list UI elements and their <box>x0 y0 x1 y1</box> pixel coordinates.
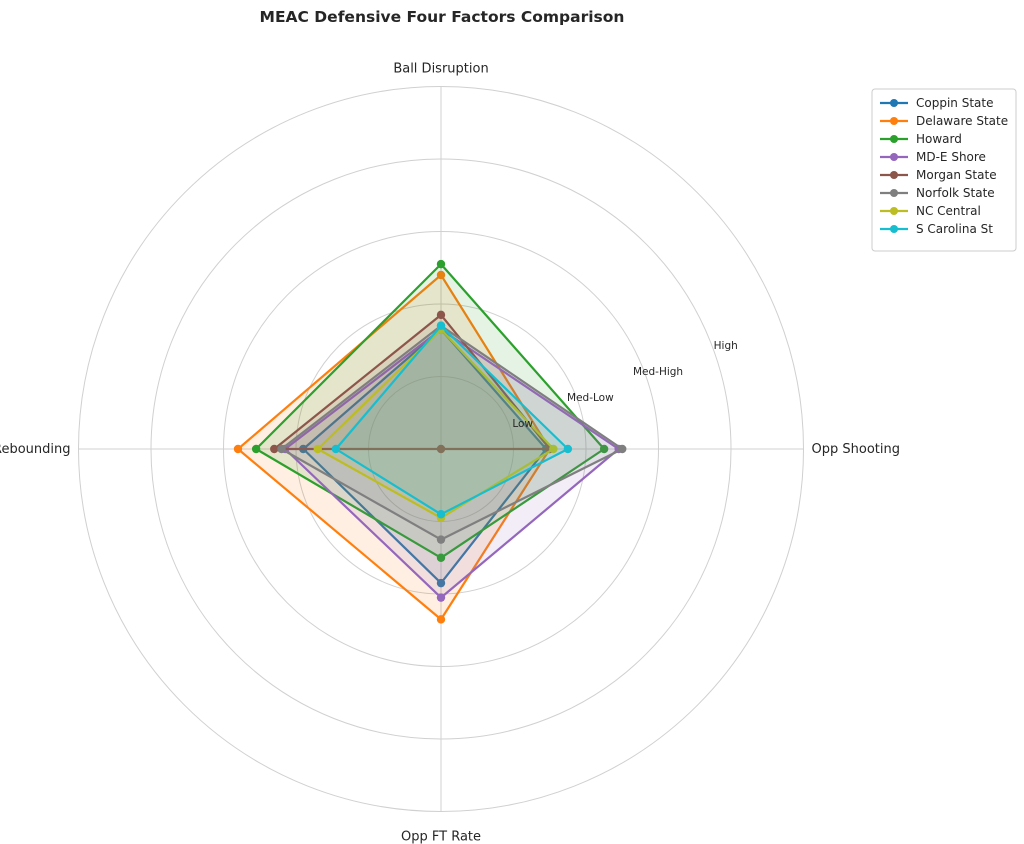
legend-marker-delaware-state <box>890 117 898 125</box>
legend: Coppin State Delaware State Howard MD-E Sho… <box>871 88 1017 252</box>
point-s-carolina-st-def-rebounding <box>331 444 341 454</box>
point-howard-opp-shooting <box>599 444 609 454</box>
axis-label-opp-shooting: Opp Shooting <box>812 442 900 457</box>
legend-marker-nc-central <box>890 207 898 215</box>
legend-label-norfolk-state: Norfolk State <box>916 186 995 200</box>
point-norfolk-state-opp-shooting <box>618 444 627 454</box>
legend-label-delaware-state: Delaware State <box>916 114 1008 128</box>
legend-item-md-e-shore: MD-E Shore <box>880 150 986 164</box>
series-morgan-state <box>270 310 554 454</box>
series-s-carolina-st <box>331 321 573 519</box>
legend-marker-howard <box>890 135 898 143</box>
point-s-carolina-st-ball-disruption <box>436 321 446 330</box>
legend-marker-coppin-state <box>890 99 898 107</box>
legend-label-howard: Howard <box>916 132 962 146</box>
legend-item-morgan-state: Morgan State <box>880 168 997 182</box>
series-fill-norfolk-state <box>281 325 623 540</box>
series-fill-md-e-shore <box>285 329 619 598</box>
legend-marker-morgan-state <box>890 171 898 179</box>
point-howard-ball-disruption <box>436 259 446 269</box>
point-nc-central-opp-shooting <box>549 444 558 454</box>
ring-label-low: Low <box>512 418 533 430</box>
point-norfolk-state-opp-ft-rate <box>436 535 446 544</box>
point-morgan-state-def-rebounding <box>270 444 279 454</box>
legend-item-howard: Howard <box>880 132 962 146</box>
ring-label-med-low: Med-Low <box>567 392 614 404</box>
ring-label-high: High <box>714 340 738 352</box>
legend-item-s-carolina-st: S Carolina St <box>880 222 993 236</box>
point-howard-def-rebounding <box>251 444 261 454</box>
point-delaware-state-ball-disruption <box>436 270 446 280</box>
legend-item-delaware-state: Delaware State <box>880 114 1008 128</box>
point-md-e-shore-opp-ft-rate <box>436 593 446 602</box>
point-delaware-state-opp-ft-rate <box>436 615 446 624</box>
point-delaware-state-def-rebounding <box>233 444 243 454</box>
legend-item-coppin-state: Coppin State <box>880 96 993 110</box>
series-fill-coppin-state <box>303 329 547 584</box>
ring-label-med-high: Med-High <box>633 366 683 378</box>
series-layer <box>233 259 627 624</box>
point-morgan-state-opp-ft-rate <box>436 444 446 454</box>
point-coppin-state-opp-ft-rate <box>436 578 446 588</box>
legend-marker-md-e-shore <box>890 153 898 161</box>
axis-labels: Ball Disruption Opp Shooting Opp FT Rate De… <box>0 62 900 844</box>
point-s-carolina-st-opp-ft-rate <box>436 510 446 519</box>
series-fill-s-carolina-st <box>335 325 568 515</box>
point-morgan-state-ball-disruption <box>436 310 446 320</box>
series-fill-morgan-state <box>274 314 550 449</box>
axis-label-opp-ft-rate: Opp FT Rate <box>401 830 481 844</box>
legend-item-norfolk-state: Norfolk State <box>880 186 995 200</box>
legend-label-morgan-state: Morgan State <box>916 168 997 182</box>
series-fill-nc-central <box>317 329 554 518</box>
point-norfolk-state-def-rebounding <box>277 444 286 454</box>
point-s-carolina-st-opp-shooting <box>563 444 573 454</box>
legend-item-nc-central: NC Central <box>880 204 981 218</box>
legend-marker-s-carolina-st <box>890 225 898 233</box>
point-nc-central-def-rebounding <box>313 444 322 454</box>
ring-labels: Low Med-Low Med-High High <box>512 340 737 430</box>
legend-label-coppin-state: Coppin State <box>916 96 993 110</box>
chart-title: MEAC Defensive Four Factors Comparison <box>260 8 625 26</box>
legend-label-nc-central: NC Central <box>916 204 981 218</box>
legend-label-md-e-shore: MD-E Shore <box>916 150 986 164</box>
axis-label-ball-disruption: Ball Disruption <box>393 62 488 77</box>
legend-marker-norfolk-state <box>890 189 898 197</box>
point-howard-opp-ft-rate <box>436 553 446 562</box>
axis-label-def-rebounding: Def Rebounding <box>0 442 71 457</box>
legend-label-s-carolina-st: S Carolina St <box>916 222 993 236</box>
